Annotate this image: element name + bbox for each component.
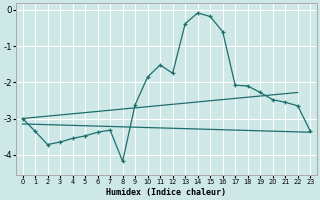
X-axis label: Humidex (Indice chaleur): Humidex (Indice chaleur) xyxy=(106,188,226,197)
